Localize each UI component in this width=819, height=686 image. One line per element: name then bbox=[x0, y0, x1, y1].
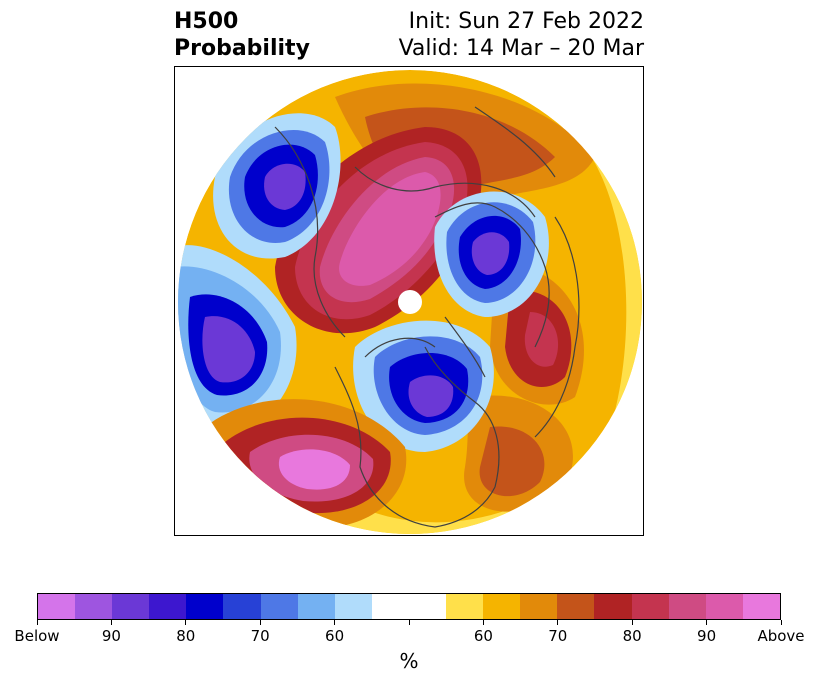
colorbar-cell bbox=[742, 594, 780, 619]
colorbar-tick-label: 80 bbox=[176, 627, 196, 645]
colorbar-tick-label: Above bbox=[757, 627, 805, 645]
colorbar-cell bbox=[260, 594, 298, 619]
colorbar-tick bbox=[706, 620, 708, 625]
colorbar-tick-label: 90 bbox=[101, 627, 121, 645]
anomaly-purple-west bbox=[202, 316, 255, 383]
colorbar-tick-label: 90 bbox=[697, 627, 717, 645]
title-quantity: Probability bbox=[174, 36, 310, 61]
colorbar-cell bbox=[483, 594, 521, 619]
anomaly-pink-southwest bbox=[278, 449, 350, 490]
colorbar-cell bbox=[705, 594, 743, 619]
colorbar-cell bbox=[557, 594, 595, 619]
anomaly-purple-northwest bbox=[264, 163, 306, 210]
anomaly-pink-east bbox=[524, 312, 559, 367]
colorbar-cell bbox=[631, 594, 669, 619]
colorbar-tick bbox=[259, 620, 261, 625]
colorbar-cell bbox=[446, 594, 484, 619]
colorbar-tick-label: Below bbox=[14, 627, 60, 645]
colorbar-unit-label: % bbox=[399, 649, 419, 673]
colorbar-cell bbox=[38, 594, 76, 619]
colorbar-tick bbox=[408, 620, 410, 625]
colorbar-cell bbox=[223, 594, 261, 619]
colorbar-cell bbox=[186, 594, 224, 619]
colorbar-cell bbox=[371, 594, 409, 619]
coastlines bbox=[274, 106, 580, 528]
colorbar-cell bbox=[297, 594, 335, 619]
colorbar-tick-label: 70 bbox=[548, 627, 568, 645]
anomaly-darkorange-southeast bbox=[479, 426, 545, 497]
pole-marker bbox=[398, 290, 422, 314]
anomaly-purple-siberia bbox=[471, 232, 510, 275]
colorbar-tick bbox=[631, 620, 633, 625]
colorbar-tick bbox=[110, 620, 112, 625]
colorbar-cell bbox=[594, 594, 632, 619]
colorbar-cell bbox=[75, 594, 113, 619]
colorbar-tick bbox=[185, 620, 187, 625]
title-variable: H500 bbox=[174, 9, 239, 34]
colorbar bbox=[37, 593, 781, 620]
colorbar-tick bbox=[780, 620, 782, 625]
colorbar-cell bbox=[149, 594, 187, 619]
colorbar-cell bbox=[668, 594, 706, 619]
colorbar-tick bbox=[334, 620, 336, 625]
colorbar-tick bbox=[482, 620, 484, 625]
colorbar-cell bbox=[112, 594, 150, 619]
colorbar-tick bbox=[557, 620, 559, 625]
probability-map bbox=[178, 70, 642, 534]
colorbar-cell bbox=[408, 594, 447, 619]
chart-title-right: Init: Sun 27 Feb 2022 Valid: 14 Mar – 20… bbox=[399, 8, 644, 62]
anomaly-purple-namerica bbox=[408, 375, 454, 417]
title-init-date: Init: Sun 27 Feb 2022 bbox=[408, 9, 644, 34]
colorbar-tick-label: 60 bbox=[473, 627, 493, 645]
map-panel bbox=[174, 66, 644, 536]
colorbar-tick bbox=[36, 620, 38, 625]
colorbar-tick-label: 60 bbox=[325, 627, 345, 645]
colorbar-cell bbox=[334, 594, 372, 619]
colorbar-tick-label: 80 bbox=[622, 627, 642, 645]
title-valid-range: Valid: 14 Mar – 20 Mar bbox=[398, 36, 644, 61]
colorbar-tick-label: 70 bbox=[250, 627, 270, 645]
chart-title-left: H500 Probability bbox=[174, 8, 310, 62]
colorbar-cell bbox=[520, 594, 558, 619]
anomaly-pink-arctic bbox=[339, 172, 441, 286]
